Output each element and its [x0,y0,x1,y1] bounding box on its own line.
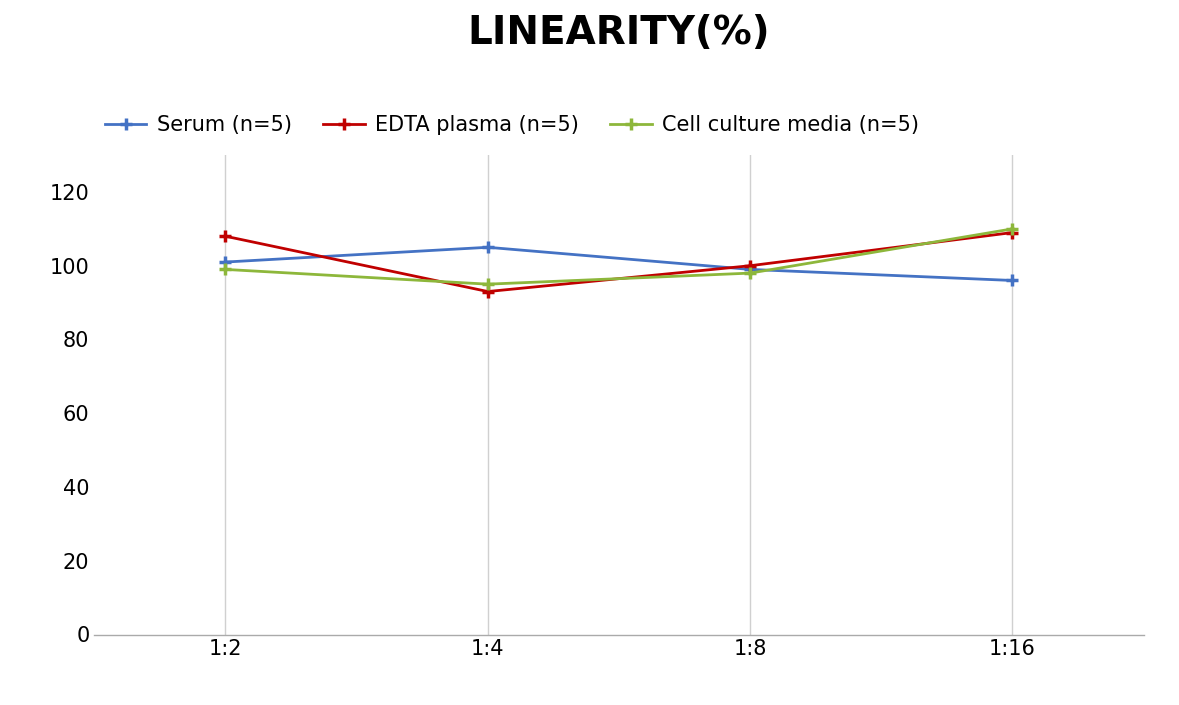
Cell culture media (n=5) [218,265,232,274]
Legend: Serum (n=5), EDTA plasma (n=5), Cell culture media (n=5): Serum (n=5), EDTA plasma (n=5), Cell cul… [105,115,920,135]
EDTA plasma (n=5) [743,262,757,270]
Line: Serum (n=5): Serum (n=5) [219,241,1019,287]
Serum (n=5) [743,265,757,274]
Serum (n=5) [218,258,232,266]
Serum (n=5) [481,243,495,252]
EDTA plasma (n=5) [218,232,232,240]
EDTA plasma (n=5) [1006,228,1020,237]
Serum (n=5) [1006,276,1020,285]
Cell culture media (n=5) [481,280,495,288]
Line: EDTA plasma (n=5): EDTA plasma (n=5) [219,226,1019,298]
Cell culture media (n=5) [1006,225,1020,233]
Line: Cell culture media (n=5): Cell culture media (n=5) [219,223,1019,290]
EDTA plasma (n=5) [481,288,495,296]
Title: LINEARITY(%): LINEARITY(%) [468,14,770,52]
Cell culture media (n=5) [743,269,757,277]
